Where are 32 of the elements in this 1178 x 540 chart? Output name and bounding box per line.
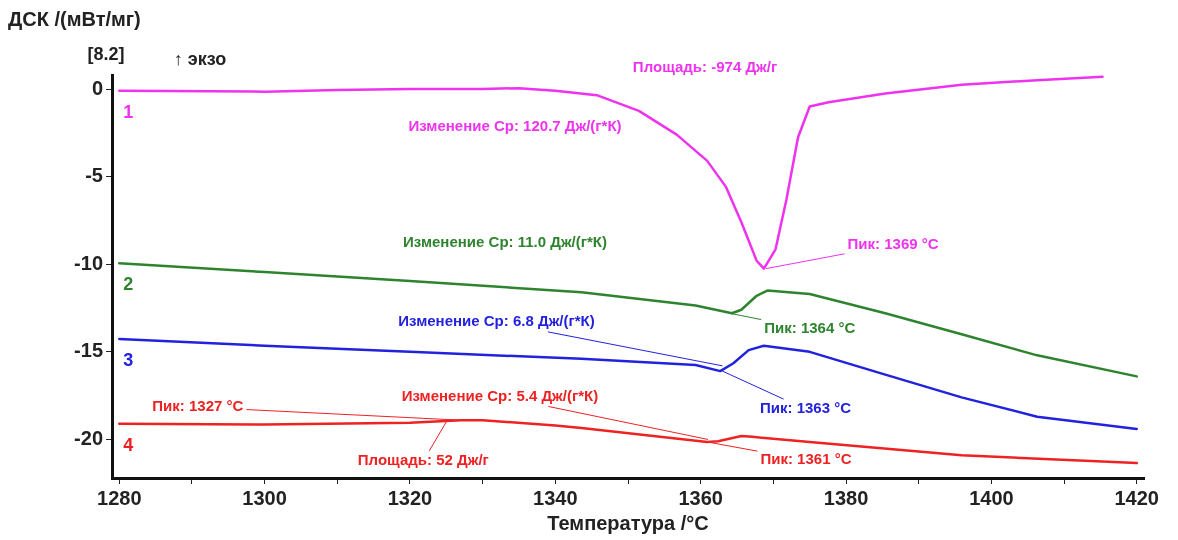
annotation: Изменение Ср: 5.4 Дж/(г*К) bbox=[401, 386, 599, 404]
y-tick-label: 0 bbox=[91, 76, 103, 99]
x-tick-label: 1400 bbox=[969, 486, 1014, 509]
series-label: 4 bbox=[123, 434, 134, 455]
annotation: Пик: 1364 °C bbox=[764, 319, 856, 337]
y-axis-title: ДСК /(мВт/мг) bbox=[8, 7, 141, 30]
annotation: Пик: 1363 °C bbox=[759, 399, 852, 417]
x-axis-title: Температура /°C bbox=[547, 511, 709, 534]
series-label: 2 bbox=[123, 274, 134, 295]
annotation: Пик: 1361 °C bbox=[760, 450, 852, 468]
text: [8.2] bbox=[87, 43, 125, 64]
x-tick-label: 1420 bbox=[1114, 486, 1159, 509]
series-label: 3 bbox=[123, 349, 134, 370]
series-label: 1 bbox=[123, 101, 134, 122]
annotation: Изменение Ср: 11.0 Дж/(г*К) bbox=[403, 233, 607, 251]
annotation: Пик: 1327 °C bbox=[152, 397, 244, 415]
text: Площадь: -974 Дж/г bbox=[632, 58, 778, 76]
y-tick-label: -20 bbox=[74, 426, 103, 449]
x-tick-label: 1280 bbox=[97, 486, 142, 509]
y-tick-label: -5 bbox=[85, 164, 103, 187]
y-tick-label: -15 bbox=[74, 339, 103, 362]
text: ↑ экзо bbox=[173, 48, 227, 69]
x-tick-label: 1360 bbox=[678, 486, 723, 509]
x-tick-label: 1380 bbox=[823, 486, 869, 509]
annotation: Изменение Ср: 120.7 Дж/(г*К) bbox=[408, 117, 622, 135]
annotation: Изменение Ср: 6.8 Дж/(г*К) bbox=[398, 312, 595, 329]
x-tick-label: 1320 bbox=[387, 486, 433, 509]
x-tick-label: 1300 bbox=[242, 486, 287, 509]
annotation: Площадь: 52 Дж/г bbox=[357, 451, 489, 469]
y-tick-label: -10 bbox=[74, 251, 103, 274]
x-tick-label: 1340 bbox=[533, 486, 578, 509]
annotation: Пик: 1369 °C bbox=[847, 234, 939, 252]
